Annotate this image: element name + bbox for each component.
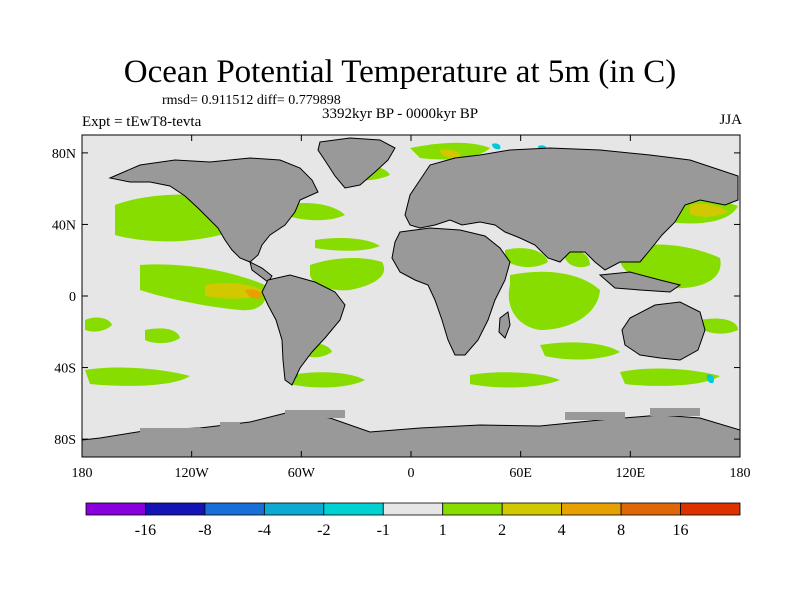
- colorbar-label: -16: [135, 522, 156, 539]
- patch-southern-ocean-australia: [620, 368, 720, 386]
- colorbar-segment: [145, 502, 206, 516]
- colorbar-segment: [561, 502, 622, 516]
- colorbar-segment: [85, 502, 146, 516]
- patch-kuroshio-core: [690, 203, 728, 217]
- longitude-axis: 180 120W 60W 0 60E 120E 180: [72, 135, 751, 481]
- landmass-madagascar: [498, 311, 511, 339]
- landmass-europe-asia: [404, 147, 739, 271]
- antarctic-shelf-blocks: [140, 408, 700, 432]
- colorbar-segment: [501, 502, 563, 516]
- patch-nw-atlantic: [285, 203, 345, 221]
- map-panel: [82, 135, 740, 457]
- lon-tick-label: 180: [72, 466, 93, 481]
- patch-southern-ocean-atlantic: [290, 372, 365, 388]
- colorbar-label: -2: [317, 522, 330, 539]
- lon-tick-label: 0: [408, 466, 415, 481]
- patch-baffin: [492, 143, 501, 150]
- experiment-label: Expt = tEwT8-tevta: [82, 114, 202, 130]
- landmass-north-america: [108, 157, 319, 263]
- lon-tick-label: 180: [730, 466, 751, 481]
- colorbar-segment: [263, 502, 325, 516]
- season-label: JJA: [719, 112, 742, 128]
- colorbar-label: -8: [198, 522, 211, 539]
- shelf-block-east: [650, 408, 700, 416]
- colorbar-label: 16: [673, 522, 689, 539]
- lon-tick-label: 60E: [509, 466, 532, 481]
- lon-tick-label: 120E: [616, 466, 646, 481]
- colorbar-segment: [204, 502, 265, 516]
- patch-north-atlantic: [315, 238, 380, 251]
- patch-southern-ocean-indian: [470, 372, 560, 388]
- patch-tropical-atlantic: [310, 258, 385, 291]
- patch-southern-ocean-pacific: [85, 367, 190, 386]
- lat-tick-label: 40S: [54, 362, 76, 377]
- patch-arabian-sea: [505, 248, 548, 268]
- patch-indian-south: [540, 342, 620, 360]
- lon-tick-label: 60W: [288, 466, 316, 481]
- lat-tick-label: 80N: [52, 147, 76, 162]
- landmass-australia: [621, 301, 706, 361]
- latitude-axis: 80N 40N 0 40S 80S: [52, 147, 740, 448]
- colorbar-segment: [620, 502, 681, 516]
- colorbar-label: -1: [377, 522, 390, 539]
- lat-tick-label: 0: [69, 290, 76, 305]
- landmass-greenland: [317, 137, 396, 189]
- patch-eastern-tropical-pacific: [140, 264, 267, 311]
- colorbar-label: 1: [439, 522, 447, 539]
- colorbar-label: 8: [617, 522, 625, 539]
- colorbar-label: 2: [498, 522, 506, 539]
- plot-title: Ocean Potential Temperature at 5m (in C): [123, 54, 677, 90]
- colorbar: -16 -8 -4 -2 -1 1 2 4 8 16: [85, 502, 741, 539]
- stats-line: rmsd= 0.911512 diff= 0.779898: [162, 93, 341, 108]
- lat-tick-label: 80S: [54, 433, 76, 448]
- patch-south-pacific-center: [145, 328, 180, 344]
- shelf-block-amery: [565, 412, 625, 420]
- shelf-block-ross: [140, 422, 240, 432]
- patch-peru-max: [245, 289, 263, 299]
- period-label: 3392kyr BP - 0000kyr BP: [322, 106, 479, 122]
- patch-tasmania: [706, 374, 715, 384]
- patch-indian-ocean: [508, 271, 600, 330]
- colorbar-segment: [382, 502, 444, 516]
- colorbar-segment: [442, 502, 503, 516]
- shelf-block-weddell: [285, 410, 345, 418]
- colorbar-segment: [323, 502, 384, 516]
- landmass-south-america: [261, 274, 346, 386]
- land-masses: [82, 137, 740, 457]
- patch-south-pacific-west: [85, 317, 112, 332]
- landmass-africa: [391, 227, 511, 356]
- landmass-maritime-continent: [598, 271, 682, 293]
- colorbar-segment: [680, 502, 741, 516]
- patch-barents-core: [440, 149, 461, 159]
- lon-tick-label: 120W: [175, 466, 210, 481]
- lat-tick-label: 40N: [52, 218, 76, 233]
- patch-south-pacific-east: [700, 318, 738, 334]
- patch-bay-of-bengal: [565, 249, 590, 268]
- colorbar-label: -4: [258, 522, 271, 539]
- colorbar-label: 4: [558, 522, 566, 539]
